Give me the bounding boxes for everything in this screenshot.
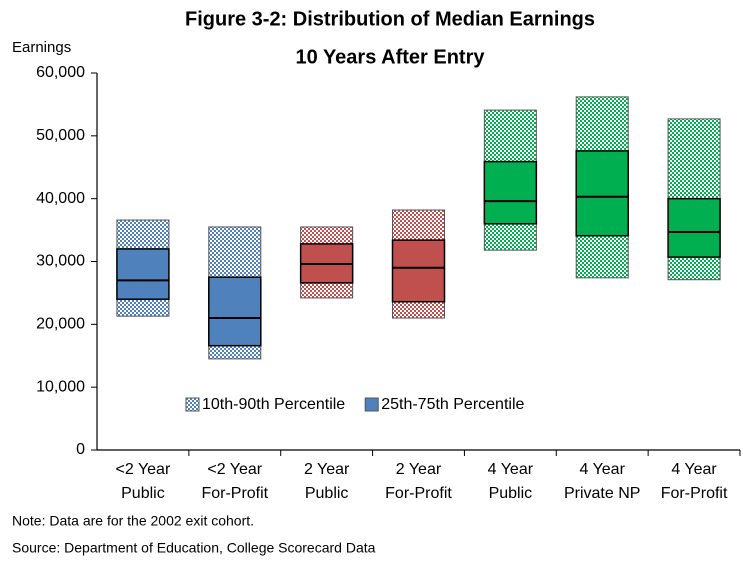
note: Note: Data are for the 2002 exit cohort. <box>12 513 254 529</box>
x-tick-label: Private NP <box>564 485 640 502</box>
y-tick-label: 60,000 <box>36 64 85 81</box>
x-tick-label: 2 Year <box>396 461 442 478</box>
chart-title: Figure 3-2: Distribution of Median Earni… <box>185 8 595 30</box>
inner-range <box>667 197 721 258</box>
x-tick-label: <2 Year <box>116 461 171 478</box>
x-tick-label: Public <box>305 485 349 502</box>
y-tick-label: 40,000 <box>36 190 85 207</box>
inner-range <box>116 248 170 300</box>
x-tick-label: 4 Year <box>580 461 626 478</box>
source: Source: Department of Education, College… <box>12 540 376 556</box>
inner-range <box>391 239 446 303</box>
y-tick-label: 0 <box>76 441 85 458</box>
y-tick-label: 50,000 <box>36 127 85 144</box>
x-tick-label: For-Profit <box>661 485 728 502</box>
inner-range <box>483 160 538 225</box>
legend-label: 25th-75th Percentile <box>381 396 524 413</box>
x-tick-label: 4 Year <box>488 461 534 478</box>
inner-range <box>575 150 629 237</box>
y-tick-label: 20,000 <box>36 316 85 333</box>
x-tick-label: Public <box>121 485 165 502</box>
x-tick-label: For-Profit <box>385 485 452 502</box>
y-tick-label: 30,000 <box>36 253 85 270</box>
inner-range <box>208 276 262 347</box>
x-tick-label: Public <box>489 485 533 502</box>
y-axis-label: Earnings <box>12 39 71 56</box>
chart-title: 10 Years After Entry <box>296 46 486 68</box>
x-tick-label: 4 Year <box>671 461 717 478</box>
x-tick-label: 2 Year <box>304 461 350 478</box>
legend-label: 10th-90th Percentile <box>202 396 345 413</box>
legend-swatch <box>185 397 200 412</box>
x-tick-label: For-Profit <box>201 485 268 502</box>
legend-swatch <box>364 397 379 412</box>
y-tick-label: 10,000 <box>36 378 85 395</box>
x-tick-label: <2 Year <box>207 461 262 478</box>
